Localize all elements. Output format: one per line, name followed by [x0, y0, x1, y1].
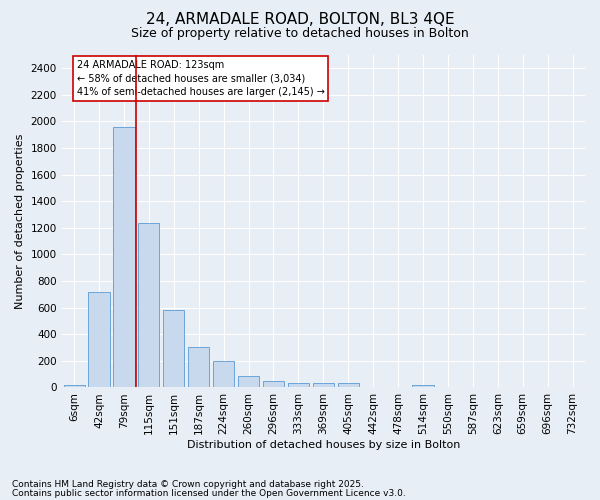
Text: Contains HM Land Registry data © Crown copyright and database right 2025.: Contains HM Land Registry data © Crown c… — [12, 480, 364, 489]
Bar — [163, 310, 184, 388]
Bar — [188, 347, 209, 388]
Text: Size of property relative to detached houses in Bolton: Size of property relative to detached ho… — [131, 28, 469, 40]
Y-axis label: Number of detached properties: Number of detached properties — [15, 134, 25, 309]
X-axis label: Distribution of detached houses by size in Bolton: Distribution of detached houses by size … — [187, 440, 460, 450]
Text: Contains public sector information licensed under the Open Government Licence v3: Contains public sector information licen… — [12, 490, 406, 498]
Bar — [213, 361, 234, 388]
Bar — [313, 384, 334, 388]
Text: 24, ARMADALE ROAD, BOLTON, BL3 4QE: 24, ARMADALE ROAD, BOLTON, BL3 4QE — [146, 12, 454, 28]
Bar — [88, 292, 110, 388]
Bar — [412, 386, 434, 388]
Bar — [338, 383, 359, 388]
Bar — [263, 381, 284, 388]
Bar — [238, 376, 259, 388]
Bar — [64, 386, 85, 388]
Bar — [138, 222, 160, 388]
Text: 24 ARMADALE ROAD: 123sqm
← 58% of detached houses are smaller (3,034)
41% of sem: 24 ARMADALE ROAD: 123sqm ← 58% of detach… — [77, 60, 325, 96]
Bar — [362, 387, 384, 388]
Bar — [288, 383, 309, 388]
Bar — [113, 127, 134, 388]
